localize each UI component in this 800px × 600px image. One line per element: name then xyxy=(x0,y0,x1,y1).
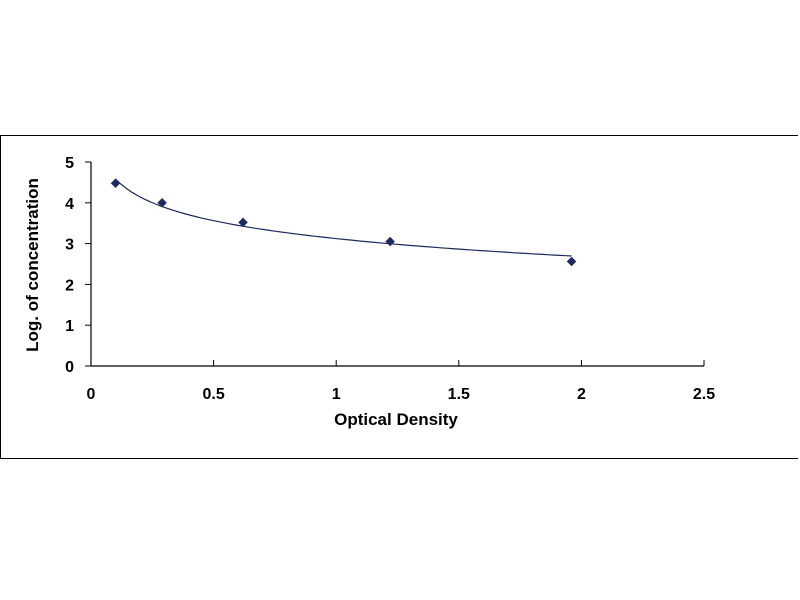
data-point xyxy=(110,178,121,189)
data-point xyxy=(238,217,248,228)
data-points xyxy=(110,178,577,267)
data-point xyxy=(566,256,577,267)
chart-frame xyxy=(0,135,798,459)
y-tick-label: 1 xyxy=(65,318,74,335)
data-point xyxy=(385,236,395,247)
y-tick-label: 4 xyxy=(65,196,74,213)
y-axis-label: Log. of concentration xyxy=(23,178,42,352)
x-tick-label: 2 xyxy=(577,386,586,403)
x-tick-label: 1.5 xyxy=(448,386,470,403)
x-tick-label: 1 xyxy=(332,386,341,403)
x-tick-label: 2.5 xyxy=(693,386,715,403)
x-tick-label: 0.5 xyxy=(202,386,224,403)
y-tick-label: 0 xyxy=(65,359,74,376)
trend-line xyxy=(115,178,572,257)
y-tick-label: 2 xyxy=(65,277,74,294)
y-tick-label: 5 xyxy=(65,155,74,172)
axes xyxy=(90,162,704,367)
data-point xyxy=(157,197,167,208)
ticks: 0 0.5 1 1.5 2 2.5 0 1 2 3 4 5 xyxy=(65,155,715,403)
x-axis-label: Optical Density xyxy=(334,410,458,429)
x-tick-label: 0 xyxy=(87,386,96,403)
y-tick-label: 3 xyxy=(65,237,74,254)
